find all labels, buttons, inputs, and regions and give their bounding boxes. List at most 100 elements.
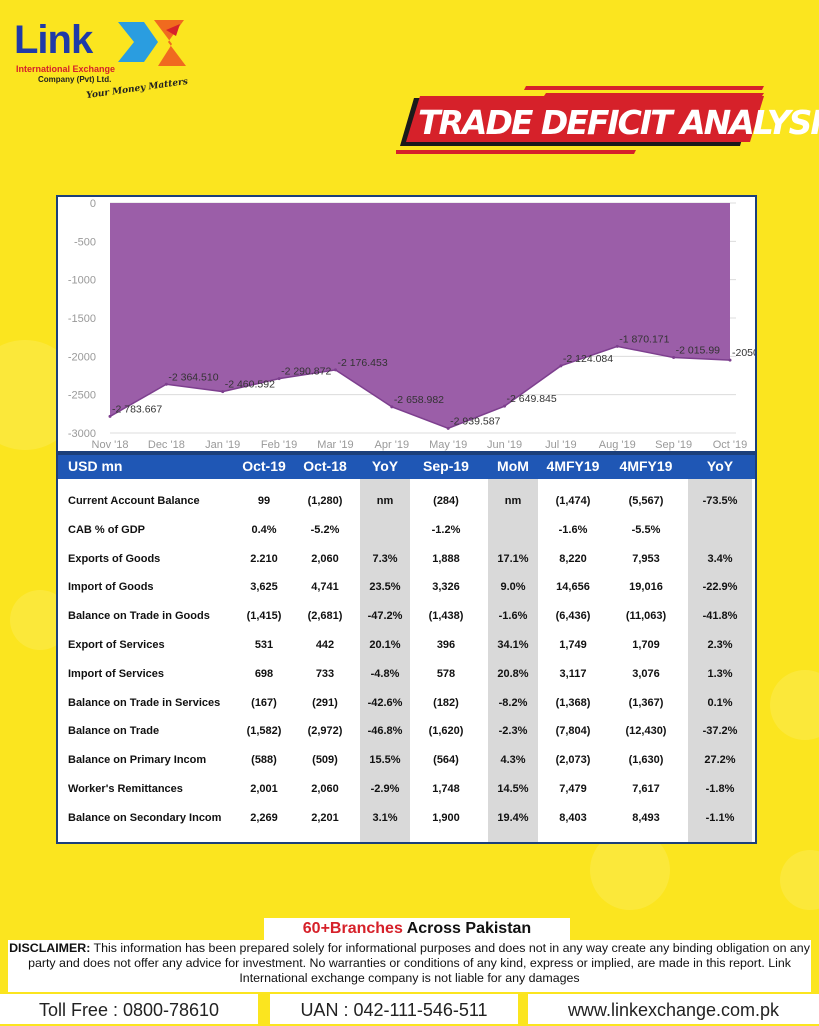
row-label: Balance on Secondary Incom bbox=[68, 811, 222, 824]
table-cell: -42.6% bbox=[367, 696, 403, 709]
table-cell: 4,741 bbox=[311, 581, 339, 594]
table-cell: 2.210 bbox=[250, 552, 278, 565]
table-cell: -46.8% bbox=[367, 725, 403, 738]
table-cell: 1,749 bbox=[559, 639, 587, 651]
table-cell: -5.2% bbox=[310, 523, 340, 536]
table-header-cell: Sep-19 bbox=[423, 458, 469, 474]
background-coin bbox=[770, 670, 819, 740]
trade-deficit-chart: 0 -500 -1000 -1500 -2000 -2500 -3000 -2 783.667… bbox=[56, 195, 757, 453]
disclaimer-text: This information has been prepared solel… bbox=[28, 941, 810, 985]
table-cell: 7.3% bbox=[372, 552, 398, 565]
table-cell: 396 bbox=[436, 639, 456, 651]
table-header-cell: YoY bbox=[706, 458, 734, 474]
table-cell: -1.6% bbox=[558, 523, 588, 536]
table-cell: -47.2% bbox=[367, 610, 403, 623]
table-header-cell: YoY bbox=[371, 458, 399, 474]
table-row: Worker's Remittances 2,001 2,060 -2.9% 1,748… bbox=[58, 775, 755, 803]
table-cell: 7,953 bbox=[632, 552, 660, 565]
data-point bbox=[390, 405, 394, 409]
table-row: CAB % of GDP 0.4% -5.2% -1.2% -1.6% -5.5% bbox=[58, 516, 755, 544]
table-cell: 3.1% bbox=[372, 811, 398, 824]
brand-subtitle-1: International Exchange bbox=[16, 64, 116, 74]
y-tick-label: -500 bbox=[74, 236, 96, 248]
table-cell: 531 bbox=[254, 639, 274, 651]
table-cell: -1.1% bbox=[705, 811, 735, 824]
table-cell: 34.1% bbox=[497, 639, 529, 651]
background-coin bbox=[780, 850, 819, 910]
table-row: Balance on Trade (1,582) (2,972) -46.8% (1,6… bbox=[58, 717, 755, 745]
table-cell: 14,656 bbox=[556, 581, 590, 594]
website-link[interactable]: www.linkexchange.com.pk bbox=[528, 994, 819, 1024]
brand-name: Link bbox=[14, 18, 93, 62]
table-cell: 8,493 bbox=[632, 811, 660, 824]
table-cell: 2,201 bbox=[311, 811, 339, 824]
table-cell: 1,748 bbox=[432, 783, 460, 795]
table-cell: (182) bbox=[433, 696, 459, 709]
table-cell: (1,582) bbox=[246, 725, 282, 738]
table-cell: -1.6% bbox=[498, 610, 528, 623]
table-cell: 0.4% bbox=[251, 523, 277, 536]
uan-number[interactable]: UAN : 042-111-546-511 bbox=[270, 994, 518, 1024]
table-cell: 19.4% bbox=[497, 811, 529, 824]
table-cell: 442 bbox=[315, 639, 335, 651]
table-row: Import of Goods 3,625 4,741 23.5% 3,326 9.0% 1… bbox=[58, 573, 755, 601]
table-row: Current Account Balance 99 (1,280) nm (284) n… bbox=[58, 487, 755, 515]
table-cell: (7,804) bbox=[555, 725, 591, 738]
data-label: -2 649.845 bbox=[507, 393, 557, 405]
table-cell: -2.9% bbox=[370, 783, 400, 795]
table-cell: (1,415) bbox=[246, 610, 282, 623]
table-cell: 2,001 bbox=[250, 783, 278, 795]
yoy-column-shade bbox=[360, 479, 410, 842]
row-label: Worker's Remittances bbox=[68, 783, 183, 795]
row-label: CAB % of GDP bbox=[68, 523, 145, 536]
table-cell: (588) bbox=[251, 754, 277, 767]
table-row: Exports of Goods 2.210 2,060 7.3% 1,888 17.1%… bbox=[58, 545, 755, 573]
x-tick-label: Feb '19 bbox=[261, 439, 297, 451]
x-tick-label: Sep '19 bbox=[655, 439, 692, 451]
table-cell: 3,326 bbox=[432, 581, 460, 594]
row-label: Current Account Balance bbox=[68, 495, 200, 507]
table-cell: (1,474) bbox=[555, 495, 591, 507]
y-tick-label: -1000 bbox=[68, 275, 96, 287]
table-cell: 27.2% bbox=[704, 754, 736, 767]
x-tick-label: Jan '19 bbox=[205, 439, 240, 451]
table-row: Balance on Secondary Incom 2,269 2,201 3.1%… bbox=[58, 804, 755, 832]
table-cell: (167) bbox=[251, 696, 277, 709]
data-point bbox=[221, 390, 225, 394]
y-tick-label: -2000 bbox=[68, 351, 96, 363]
toll-free-number[interactable]: Toll Free : 0800-78610 bbox=[0, 994, 258, 1024]
table-cell: -1.2% bbox=[431, 523, 461, 536]
table-row: Balance on Trade in Services (167) (291) -4… bbox=[58, 689, 755, 717]
row-label: Balance on Primary Incom bbox=[68, 754, 207, 767]
table-cell: (2,681) bbox=[307, 610, 343, 623]
data-point bbox=[333, 368, 337, 372]
table-cell: 20.8% bbox=[497, 667, 529, 680]
balance-table: USD mn Oct-19 Oct-18 YoY Sep-19 MoM 4MFY19 4MFY… bbox=[56, 453, 757, 844]
table-cell: 1,900 bbox=[432, 811, 460, 824]
row-label: Exports of Goods bbox=[68, 552, 161, 565]
table-cell: 19,016 bbox=[629, 581, 663, 594]
table-row: Export of Services 531 442 20.1% 396 34.1% 1,7… bbox=[58, 631, 755, 659]
table-cell: 2,060 bbox=[311, 783, 339, 795]
y-tick-label: -3000 bbox=[68, 428, 96, 440]
x-tick-label: Jul '19 bbox=[545, 439, 576, 451]
data-point bbox=[164, 382, 168, 386]
row-label: Balance on Trade bbox=[68, 725, 160, 738]
x-tick-label: May '19 bbox=[429, 439, 467, 451]
table-header-cell: MoM bbox=[497, 458, 529, 474]
y-tick-label: -1500 bbox=[68, 313, 96, 325]
table-cell: (6,436) bbox=[555, 610, 591, 623]
table-cell: (2,073) bbox=[555, 754, 591, 767]
table-header: USD mn Oct-19 Oct-18 YoY Sep-19 MoM 4MFY19 4MFY… bbox=[58, 455, 755, 479]
x-tick-label: Dec '18 bbox=[148, 439, 185, 451]
table-cell: -2.3% bbox=[498, 725, 528, 738]
table-cell: 3,117 bbox=[559, 667, 587, 680]
table-header-cell: 4MFY19 bbox=[546, 458, 600, 474]
table-cell: 1,888 bbox=[432, 552, 460, 565]
table-cell: 15.5% bbox=[369, 754, 401, 767]
table-cell: 698 bbox=[254, 667, 274, 680]
table-cell: nm bbox=[376, 495, 394, 507]
table-header-cell: Oct-19 bbox=[242, 458, 286, 474]
table-cell: (564) bbox=[433, 754, 459, 767]
table-cell: (1,620) bbox=[428, 725, 464, 738]
